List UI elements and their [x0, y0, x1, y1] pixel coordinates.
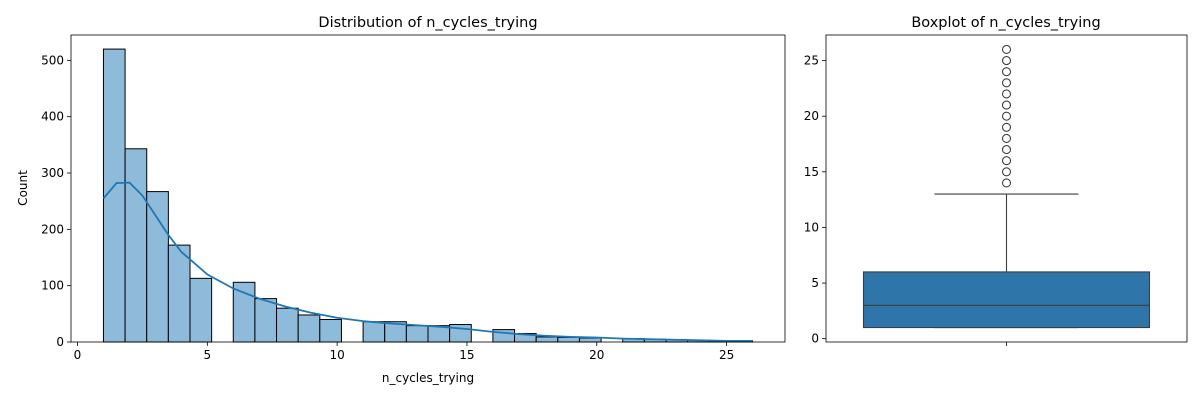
outlier-point [1001, 67, 1012, 77]
x-tick-label: 15 [459, 348, 474, 362]
histogram-bar [297, 314, 321, 343]
iqr-box [862, 271, 1151, 329]
histogram-bar [276, 307, 299, 343]
outlier-point [1001, 111, 1012, 121]
kde-line [102, 181, 753, 342]
outlier-point [1001, 122, 1012, 132]
y-tick-label: 20 [804, 109, 819, 123]
histogram-title: Distribution of n_cycles_trying [318, 15, 537, 31]
y-tick-label: 10 [804, 220, 819, 234]
histogram-y-axis-label: Count [16, 170, 30, 206]
x-tick-label: 10 [329, 348, 344, 362]
histogram-bar [189, 277, 213, 343]
boxplot-title: Boxplot of n_cycles_trying [911, 15, 1100, 31]
boxplot-y-ticks: 0 5 10 15 20 25 [804, 54, 826, 346]
boxplot-elements [862, 44, 1151, 329]
histogram-bar [405, 325, 429, 343]
histogram-bar [535, 336, 559, 343]
outlier-point [1001, 89, 1012, 99]
histogram-bar [232, 281, 256, 343]
outlier-point [1001, 78, 1012, 88]
histogram-bar [578, 337, 602, 343]
y-tick-label: 500 [41, 53, 64, 67]
histogram-bar [362, 321, 386, 343]
histogram-bar [254, 298, 278, 343]
outlier-point [1001, 56, 1012, 66]
outlier-point [1001, 100, 1012, 110]
histogram-plot-frame [70, 34, 786, 343]
histogram-panel: Distribution of n_cycles_trying 0 5 10 15 20… [16, 15, 786, 385]
y-tick-label: 200 [41, 222, 64, 236]
outlier-point [1001, 133, 1012, 143]
x-tick-label: 20 [589, 348, 604, 362]
histogram-bar [167, 244, 191, 343]
histogram-bar [124, 148, 148, 343]
y-tick-label: 0 [811, 332, 819, 346]
x-tick-label: 5 [203, 348, 211, 362]
boxplot-panel: Boxplot of n_cycles_trying 0 5 10 15 20 25 [804, 15, 1188, 346]
y-tick-label: 5 [811, 276, 819, 290]
histogram-x-ticks: 0 5 10 15 20 25 [74, 342, 734, 362]
y-tick-label: 0 [56, 335, 64, 349]
histogram-bar [146, 191, 169, 343]
y-tick-label: 100 [41, 279, 64, 293]
x-tick-label: 0 [74, 348, 82, 362]
y-tick-label: 25 [804, 54, 819, 68]
outlier-point [1001, 167, 1012, 177]
outlier-point [1001, 178, 1012, 188]
outlier-point [1001, 145, 1012, 155]
histogram-bar [319, 318, 342, 343]
y-tick-label: 300 [41, 166, 64, 180]
histogram-bars [102, 48, 754, 343]
histogram-bar [557, 336, 580, 343]
histogram-x-axis-label: n_cycles_trying [382, 371, 474, 385]
histogram-y-ticks: 0 100 200 300 400 500 [41, 53, 71, 349]
outlier-point [1001, 156, 1012, 166]
y-tick-label: 400 [41, 110, 64, 124]
x-tick-label: 25 [719, 348, 734, 362]
outlier-point [1001, 44, 1012, 55]
y-tick-label: 15 [804, 165, 819, 179]
